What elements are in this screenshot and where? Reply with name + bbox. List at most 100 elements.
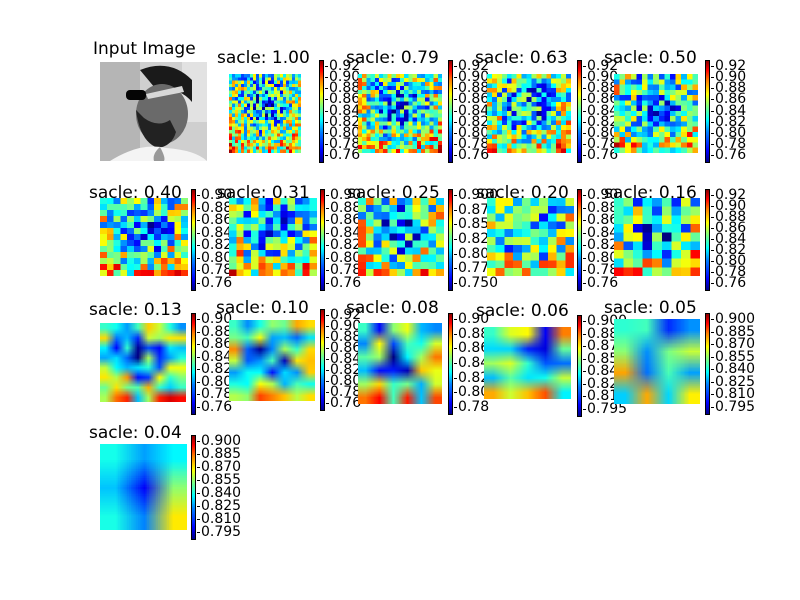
colorbar-tick-label: 0.90	[710, 69, 747, 86]
colorbar-tick-label: 0.78	[196, 386, 233, 403]
colorbar-tick-label: 0.900	[710, 311, 756, 327]
colorbar	[705, 189, 710, 291]
colorbar-tick-label: 0.82	[453, 369, 490, 386]
colorbar-tick-label: 0.90	[196, 187, 233, 203]
heatmap	[358, 323, 442, 404]
colorbar-tick-label: 0.84	[710, 231, 747, 247]
colorbar-tick-label: 0.90	[453, 311, 490, 327]
colorbar	[705, 313, 710, 415]
colorbar-tick-label: 0.78	[324, 135, 361, 152]
colorbar	[320, 309, 325, 411]
colorbar-tick-label: 0.88	[325, 199, 362, 216]
colorbar-tick-label: 0.78	[453, 135, 490, 152]
colorbar-tick-label: 0.90	[453, 69, 490, 86]
colorbar-tick-label: 0.76	[710, 275, 747, 291]
colorbar-tick-label: 0.78	[710, 135, 747, 152]
heatmap	[614, 319, 700, 404]
colorbar-tick-label: 0.86	[453, 91, 490, 108]
colorbar-tick-label: 0.82	[453, 113, 490, 130]
panel-title: sacle: 0.50	[604, 48, 697, 68]
colorbar-tick-label: 0.80	[582, 249, 619, 266]
colorbar-tick-label: 0.76	[582, 275, 619, 291]
colorbar-tick-label: 0.870	[710, 336, 756, 353]
colorbar-tick-label: 0.86	[196, 336, 233, 353]
colorbar-tick-label: 0.76	[196, 399, 233, 415]
colorbar-tick-label: 0.84	[325, 351, 362, 367]
colorbar-tick-label: 0.80	[453, 384, 490, 401]
colorbar-tick-label: 0.80	[453, 124, 490, 141]
heatmap	[229, 320, 315, 401]
colorbar-tick-label: 0.82	[325, 362, 362, 378]
panel-title: sacle: 0.25	[347, 183, 440, 203]
colorbar	[448, 60, 453, 163]
colorbar-tick-label: 0.80	[196, 249, 233, 266]
colorbar-tick-label: 0.92	[582, 58, 619, 74]
panel-title: sacle: 0.05	[604, 298, 697, 318]
colorbar-tick-label: 0.840	[196, 485, 242, 501]
colorbar-tick-label: 0.795	[710, 399, 756, 415]
panel-title: sacle: 0.13	[89, 300, 182, 320]
heatmap	[100, 323, 186, 402]
colorbar-tick-label: 0.88	[710, 80, 747, 97]
colorbar-tick-label: 0.885	[196, 446, 242, 462]
colorbar-tick-label: 0.84	[582, 102, 619, 119]
colorbar-tick-label: 0.855	[196, 472, 242, 488]
colorbar-tick-label: 0.82	[710, 242, 747, 258]
colorbar-tick-label: 0.885	[710, 323, 756, 340]
panel-title: sacle: 0.04	[89, 423, 182, 443]
colorbar-tick-label: 0.80	[325, 249, 362, 266]
colorbar-tick-label: 0.795	[582, 401, 628, 417]
colorbar-tick-label: 0.795	[196, 524, 242, 540]
colorbar-tick-label: 0.88	[324, 80, 361, 97]
colorbar-tick-label: 0.78	[582, 135, 619, 152]
heatmap	[614, 74, 698, 153]
colorbar-tick-label: 0.84	[325, 224, 362, 241]
colorbar-tick-label: 0.80	[710, 124, 747, 141]
colorbar-tick-label: 0.82	[196, 237, 233, 254]
colorbar-tick-label: 0.90	[582, 69, 619, 86]
colorbar-tick-label: 0.76	[710, 147, 747, 163]
panel-title: sacle: 0.63	[475, 48, 568, 68]
heatmap	[229, 74, 301, 153]
panel-title: sacle: 0.20	[476, 183, 569, 203]
colorbar-tick-label: 0.86	[325, 340, 362, 356]
colorbar-tick-label: 0.80	[196, 373, 233, 390]
colorbar-tick-label: 0.78	[453, 399, 490, 415]
colorbar-tick-label: 0.88	[582, 80, 619, 97]
colorbar-tick-label: 0.88	[196, 323, 233, 340]
colorbar	[705, 60, 710, 163]
colorbar-tick-label: 0.88	[453, 80, 490, 97]
colorbar-tick-label: 0.825	[196, 498, 242, 514]
colorbar	[448, 313, 453, 415]
colorbar-tick-label: 0.84	[453, 355, 490, 371]
colorbar-tick-label: 0.86	[582, 91, 619, 108]
colorbar-tick-label: 0.82	[196, 361, 233, 378]
colorbar-tick-label: 0.76	[582, 147, 619, 163]
colorbar-tick-label: 0.88	[325, 329, 362, 345]
panel-title: sacle: 0.40	[89, 183, 182, 203]
input-image-title: Input Image	[93, 39, 196, 59]
colorbar	[191, 189, 196, 291]
heatmap	[358, 198, 444, 276]
colorbar-tick-label: 0.825	[710, 373, 756, 390]
colorbar-tick-label: 0.88	[582, 199, 619, 216]
colorbar	[191, 313, 196, 415]
colorbar-tick-label: 0.86	[324, 91, 361, 108]
colorbar-tick-label: 0.855	[710, 348, 756, 365]
colorbar-tick-label: 0.86	[710, 220, 747, 236]
heatmap	[100, 444, 187, 530]
colorbar-tick-label: 0.76	[325, 275, 362, 291]
heatmap	[484, 327, 571, 399]
colorbar	[577, 315, 582, 417]
colorbar-tick-label: 0.84	[582, 224, 619, 241]
colorbar	[320, 189, 325, 291]
colorbar-tick-label: 0.82	[325, 237, 362, 254]
heatmap	[229, 198, 317, 276]
heatmap	[487, 74, 571, 153]
panel-title: sacle: 0.08	[346, 298, 439, 318]
colorbar-tick-label: 0.82	[582, 237, 619, 254]
panel-title: sacle: 0.10	[216, 298, 309, 318]
colorbar-tick-label: 0.90	[710, 198, 747, 214]
panel-title: sacle: 0.31	[217, 183, 310, 203]
heatmap	[100, 198, 188, 276]
